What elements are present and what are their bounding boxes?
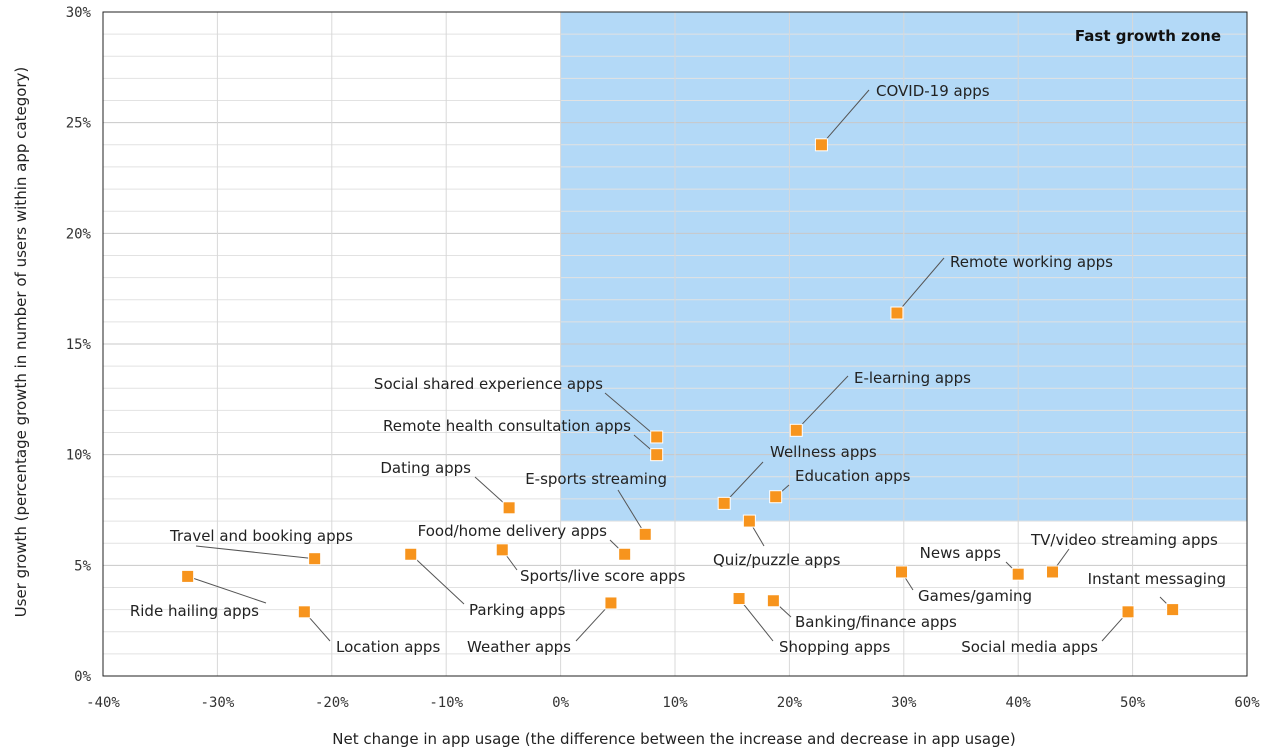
data-point (502, 501, 516, 515)
data-point (618, 547, 632, 561)
data-point (717, 496, 731, 510)
data-point (1166, 603, 1180, 617)
y-tick-label: 25% (66, 116, 92, 132)
point-label: Location apps (336, 638, 440, 656)
x-axis-ticks: -40% -30% -20% -10% 0% 10% 20% 30% 40% 50% 60% (86, 695, 1260, 711)
data-point (1046, 565, 1060, 579)
point-label: Parking apps (469, 601, 566, 619)
point-label: E-learning apps (854, 369, 971, 387)
point-label: News apps (920, 544, 1002, 562)
point-label: E-sports streaming (525, 470, 667, 488)
x-tick-label: 20% (777, 695, 803, 711)
leader-line (617, 489, 646, 535)
point-label: Sports/live score apps (520, 567, 686, 585)
x-tick-label: -40% (86, 695, 120, 711)
data-point (650, 448, 664, 462)
data-point (895, 565, 909, 579)
point-label: Banking/finance apps (795, 613, 957, 631)
point-label: Remote health consultation apps (383, 417, 631, 435)
point-label: Social media apps (961, 638, 1098, 656)
point-label: COVID-19 apps (876, 82, 990, 100)
y-axis-title: User growth (percentage growth in number… (12, 67, 30, 618)
data-point (650, 430, 664, 444)
x-tick-label: -20% (315, 695, 349, 711)
y-tick-label: 15% (66, 337, 92, 353)
leader-line (723, 461, 764, 504)
y-tick-label: 30% (66, 5, 92, 21)
y-tick-label: 20% (66, 226, 92, 242)
data-point (742, 514, 756, 528)
leader-line (604, 392, 658, 438)
point-label: Food/home delivery apps (418, 522, 608, 540)
data-point (604, 596, 618, 610)
data-point (638, 527, 652, 541)
point-label: Games/gaming (918, 587, 1032, 605)
point-labels: COVID-19 apps Remote working apps Social s… (130, 82, 1226, 656)
point-label: Quiz/puzzle apps (713, 551, 841, 569)
data-point (1011, 567, 1025, 581)
x-tick-label: 30% (891, 695, 917, 711)
data-point (308, 552, 322, 566)
y-tick-label: 10% (66, 448, 92, 464)
point-label: Travel and booking apps (169, 527, 353, 545)
point-label: Ride hailing apps (130, 602, 259, 620)
data-point (814, 138, 828, 152)
data-point (1121, 605, 1135, 619)
data-point (181, 569, 195, 583)
x-tick-label: 50% (1120, 695, 1146, 711)
leader-lines (187, 89, 1173, 642)
point-label: Remote working apps (950, 253, 1113, 271)
point-label: Weather apps (467, 638, 571, 656)
x-tick-label: 60% (1234, 695, 1260, 711)
leader-line (410, 553, 465, 605)
data-point (297, 605, 311, 619)
point-label: TV/video streaming apps (1030, 531, 1218, 549)
data-point (890, 306, 904, 320)
leader-line (821, 89, 870, 146)
y-tick-label: 5% (74, 558, 91, 574)
point-label: Shopping apps (779, 638, 890, 656)
leader-line (195, 545, 315, 560)
leader-line (896, 257, 945, 314)
x-tick-label: 0% (552, 695, 569, 711)
data-point (766, 594, 780, 608)
y-axis-ticks: 0% 5% 10% 15% 20% 25% 30% (66, 5, 92, 685)
point-label: Social shared experience apps (374, 375, 603, 393)
data-point (732, 592, 746, 606)
x-tick-label: 40% (1006, 695, 1032, 711)
y-tick-label: 0% (74, 669, 91, 685)
x-axis-title: Net change in app usage (the difference … (332, 730, 1015, 748)
x-tick-label: -10% (429, 695, 463, 711)
leader-line (738, 598, 774, 642)
plot-border (102, 11, 1248, 677)
point-label: Instant messaging (1088, 570, 1226, 588)
data-point (769, 490, 783, 504)
data-point (789, 423, 803, 437)
point-label: Dating apps (380, 459, 471, 477)
leader-line (187, 575, 267, 604)
data-points (181, 138, 1180, 619)
fast-growth-zone-label: Fast growth zone (1075, 27, 1221, 45)
point-label: Education apps (795, 467, 911, 485)
data-point (495, 543, 509, 557)
leader-line (795, 375, 849, 431)
point-label: Wellness apps (770, 443, 877, 461)
data-point (404, 547, 418, 561)
x-tick-label: 10% (662, 695, 688, 711)
x-tick-label: -30% (201, 695, 235, 711)
